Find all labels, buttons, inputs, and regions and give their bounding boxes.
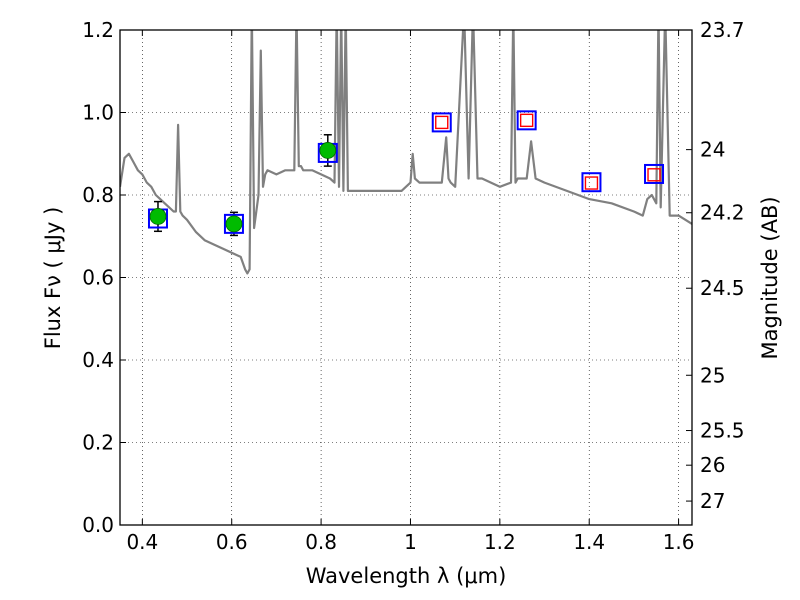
y-tick-label: 0.2	[82, 431, 114, 455]
model-bandpass-marker	[516, 110, 537, 131]
x-tick-label: 0.6	[216, 530, 248, 554]
y-tick-label: 0.8	[82, 183, 114, 207]
x-tick-label: 1.2	[484, 530, 516, 554]
x-tick-label: 0.4	[126, 530, 158, 554]
observed-flux-point	[319, 142, 337, 159]
right-axis-label: Magnitude (AB)	[758, 196, 782, 359]
x-axis-label: Wavelength λ (μm)	[306, 564, 507, 588]
model-bandpass-marker	[431, 112, 452, 133]
observed-flux-point	[225, 215, 243, 233]
y-tick-label: 1.0	[82, 101, 114, 125]
right-tick-label: 24.2	[700, 201, 745, 225]
right-tick-label: 26	[700, 453, 725, 477]
model-bandpass-marker	[644, 163, 665, 184]
right-tick-label: 25.5	[700, 419, 745, 443]
y-tick-label: 0.4	[82, 348, 114, 372]
right-tick-label: 25	[700, 363, 725, 387]
model-bandpass-marker	[581, 172, 602, 193]
upper-limit-marker	[519, 113, 534, 128]
upper-limit-marker	[647, 168, 661, 182]
x-tick-label: 1.6	[663, 530, 695, 554]
plot-frame	[119, 29, 693, 526]
y-tick-label: 0.6	[82, 266, 114, 290]
x-tick-label: 0.8	[305, 530, 337, 554]
x-tick-label: 1.4	[573, 530, 605, 554]
y-axis-label: Flux Fν ( μJy )	[41, 207, 65, 350]
y-tick-label: 1.2	[82, 18, 114, 42]
observed-flux-point	[149, 208, 167, 225]
tick-labels: 0.4 0.6 0.8 1 1.2 1.4 1.6 0.0 0.2 0.4 0.6 0.8 1.0 1.2…	[82, 18, 744, 554]
upper-limit-marker	[435, 115, 449, 130]
plot-content	[120, 30, 692, 275]
model-bandpass-marker	[223, 213, 244, 234]
right-tick-label: 27	[700, 489, 725, 513]
y-tick-label: 0.0	[82, 513, 114, 537]
x-tick-label: 1	[404, 530, 417, 554]
right-tick-label: 24	[700, 138, 725, 162]
axis-ticks	[120, 29, 692, 526]
grid-lines	[120, 29, 692, 526]
right-tick-label: 24.5	[700, 276, 745, 300]
model-spectrum-line	[120, 30, 692, 275]
right-tick-label: 23.7	[700, 18, 745, 42]
upper-limit-marker	[584, 176, 599, 190]
